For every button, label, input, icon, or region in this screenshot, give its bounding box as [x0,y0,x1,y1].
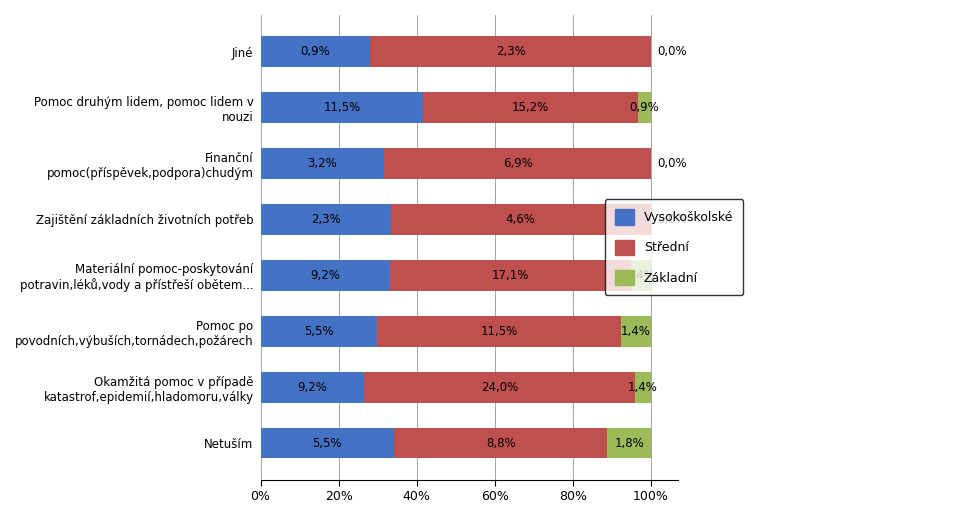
Bar [370,36,650,67]
Text: 8,8%: 8,8% [485,437,515,450]
Text: 0,0%: 0,0% [656,157,686,170]
Text: 11,5%: 11,5% [323,101,360,114]
Bar [261,316,377,347]
Text: 0,0%: 0,0% [656,213,686,226]
Bar [261,204,391,235]
Bar [261,428,393,458]
Text: 0,9%: 0,9% [629,101,659,114]
Text: 5,5%: 5,5% [304,325,333,338]
Text: 1,4%: 1,4% [625,269,655,282]
Bar [261,92,422,123]
Legend: Vysokoškolské, Střední, Základní: Vysokoškolské, Střední, Základní [605,199,742,295]
Text: 17,1%: 17,1% [491,269,529,282]
Bar [393,428,607,458]
Text: 2,3%: 2,3% [495,45,525,58]
Text: 11,5%: 11,5% [480,325,517,338]
Bar [261,36,370,67]
Bar [620,316,650,347]
Text: 5,5%: 5,5% [312,437,342,450]
Bar [261,148,384,179]
Text: 4,6%: 4,6% [506,213,535,226]
Bar [261,372,364,402]
Bar [635,372,650,402]
Text: 1,8%: 1,8% [613,437,643,450]
Text: 15,2%: 15,2% [512,101,548,114]
Bar [391,204,650,235]
Bar [638,92,650,123]
Text: 1,4%: 1,4% [628,381,657,394]
Bar [377,316,620,347]
Text: 9,2%: 9,2% [297,381,328,394]
Bar [607,428,650,458]
Bar [261,260,390,291]
Text: 0,9%: 0,9% [300,45,330,58]
Bar [364,372,635,402]
Text: 0,0%: 0,0% [656,45,686,58]
Text: 1,4%: 1,4% [620,325,650,338]
Bar [422,92,638,123]
Text: 2,3%: 2,3% [310,213,340,226]
Text: 9,2%: 9,2% [310,269,340,282]
Bar [631,260,650,291]
Bar [384,148,650,179]
Bar [390,260,631,291]
Text: 6,9%: 6,9% [502,157,532,170]
Text: 3,2%: 3,2% [307,157,337,170]
Text: 24,0%: 24,0% [481,381,517,394]
